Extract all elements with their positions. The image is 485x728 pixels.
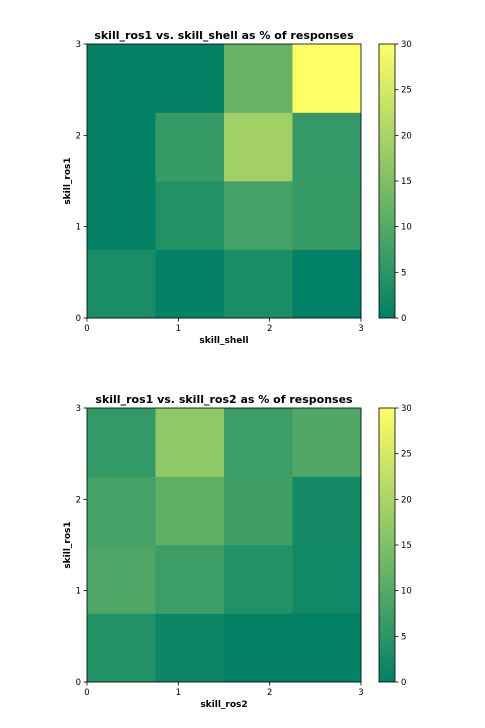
y-tick-label: 3	[76, 40, 81, 50]
x-axis-label: skill_shell	[199, 336, 248, 346]
heatmap-cell	[292, 408, 362, 477]
y-tick-label: 0	[76, 314, 81, 324]
x-tick-label: 2	[267, 324, 272, 334]
x-tick-label: 3	[358, 324, 363, 334]
y-axis-label: skill_ros1	[63, 521, 73, 568]
heatmap-cell	[87, 249, 156, 319]
heatmap-cell	[292, 44, 362, 113]
heatmap-cell	[224, 181, 293, 250]
colorbar-tick-label: 10	[401, 587, 412, 597]
heatmap-cell	[87, 408, 156, 477]
heatmap-cell	[292, 545, 362, 614]
chart-title: skill_ros1 vs. skill_ros2 as % of respon…	[95, 393, 353, 406]
heatmap-cell	[87, 476, 156, 546]
heatmap-cell	[224, 408, 293, 477]
heatmap-cell	[224, 545, 293, 614]
heatmap-cell	[87, 545, 156, 614]
heatmap-cell	[224, 44, 293, 113]
heatmap-cell	[155, 476, 225, 546]
y-tick-label: 2	[76, 495, 81, 505]
heatmap-cell	[292, 476, 362, 546]
heatmap-cell	[87, 112, 156, 182]
colorbar-tick-label: 5	[401, 268, 406, 278]
colorbar-tick-label: 30	[401, 40, 412, 50]
y-tick-label: 1	[76, 223, 81, 233]
heatmap-cell	[87, 44, 156, 113]
x-tick-label: 1	[176, 324, 181, 334]
heatmap-cell	[155, 613, 225, 683]
x-tick-label: 2	[267, 688, 272, 698]
y-tick-label: 0	[76, 678, 81, 688]
heatmap-cell	[224, 249, 293, 319]
colorbar-tick-label: 0	[401, 678, 406, 688]
heatmap-cell	[292, 112, 362, 182]
x-tick-label: 1	[176, 688, 181, 698]
colorbar-tick-label: 25	[401, 86, 412, 96]
y-tick-label: 3	[76, 404, 81, 414]
heatmap-cell	[87, 613, 156, 683]
colorbar: 0 5 10 15 20 25 30	[378, 40, 412, 324]
heatmap-cell	[155, 44, 225, 113]
heatmap-cell	[155, 249, 225, 319]
colorbar-tick-label: 20	[401, 131, 412, 141]
x-tick-label: 0	[84, 688, 89, 698]
y-tick-label: 2	[76, 131, 81, 141]
heatmap-cell	[224, 613, 293, 683]
colorbar-tick-label: 5	[401, 632, 406, 642]
heatmap-cell	[87, 181, 156, 250]
axes-frame	[86, 43, 362, 319]
x-tick-label: 0	[84, 324, 89, 334]
heatmap-cell	[292, 249, 362, 319]
x-tick-label: 3	[358, 688, 363, 698]
heatmap-cell	[155, 181, 225, 250]
colorbar: 0 5 10 15 20 25 30	[378, 404, 412, 688]
colorbar-tick-label: 30	[401, 404, 412, 414]
colorbar-tick-label: 15	[401, 177, 412, 187]
colorbar-tick-label: 25	[401, 450, 412, 460]
colorbar-gradient	[378, 407, 396, 683]
heatmap-cell	[224, 112, 293, 182]
y-axis-label: skill_ros1	[63, 157, 73, 204]
x-axis-label: skill_ros2	[200, 700, 247, 710]
colorbar-tick-label: 20	[401, 495, 412, 505]
heatmap-cell	[292, 613, 362, 683]
colorbar-tick-label: 0	[401, 314, 406, 324]
heatmap-cell	[224, 476, 293, 546]
colorbar-tick-label: 10	[401, 223, 412, 233]
heatmap-cell	[155, 545, 225, 614]
heatmap-cell	[155, 408, 225, 477]
colorbar-gradient	[378, 43, 396, 319]
y-tick-label: 1	[76, 587, 81, 597]
heatmap-cell	[292, 181, 362, 250]
chart-title: skill_ros1 vs. skill_shell as % of respo…	[94, 29, 354, 42]
heatmap-cell	[155, 112, 225, 182]
axes-frame	[86, 407, 362, 683]
colorbar-tick-label: 15	[401, 541, 412, 551]
